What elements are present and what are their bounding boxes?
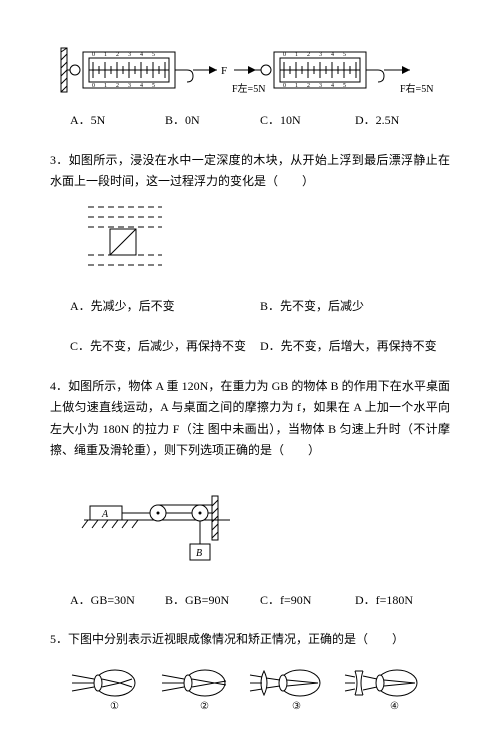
svg-text:0: 0 xyxy=(283,52,286,58)
q2-opt-a: A．5N xyxy=(70,110,165,132)
svg-text:3: 3 xyxy=(319,83,322,89)
svg-text:4: 4 xyxy=(331,83,334,89)
q4-opt-d: D．f=180N xyxy=(355,590,450,612)
force-right-label: F右=5N xyxy=(400,82,433,95)
eye3-num: ③ xyxy=(292,701,301,712)
svg-text:1: 1 xyxy=(295,52,298,58)
svg-text:4: 4 xyxy=(140,52,143,58)
eye2-num: ② xyxy=(200,701,209,712)
q3-opt-b: B．先不变，后减少 xyxy=(260,296,450,318)
svg-text:2: 2 xyxy=(116,83,119,89)
q3-options-row1: A．先减少，后不变 B．先不变，后减少 xyxy=(70,296,450,318)
q5-figure: ① ② ③ xyxy=(70,661,450,716)
svg-text:0: 0 xyxy=(92,52,95,58)
svg-text:5: 5 xyxy=(343,83,346,89)
svg-text:3: 3 xyxy=(319,52,322,58)
q5-stem: 5．下图中分别表示近视眼成像情况和矫正情况，正确的是（ ） xyxy=(50,629,450,651)
svg-text:2: 2 xyxy=(116,52,119,58)
force-left-label: F左=5N xyxy=(232,82,265,95)
q4-opt-b: B．GB=90N xyxy=(165,590,260,612)
q3-opt-a: A．先减少，后不变 xyxy=(70,296,260,318)
svg-text:1: 1 xyxy=(104,83,107,89)
eye1-num: ① xyxy=(110,701,119,712)
q4-figure: A B xyxy=(80,492,450,580)
svg-text:5: 5 xyxy=(152,52,155,58)
q3-opt-d: D．先不变，后增大，再保持不变 xyxy=(260,336,450,358)
svg-text:2: 2 xyxy=(307,52,310,58)
svg-text:1: 1 xyxy=(295,83,298,89)
q4-options: A．GB=30N B．GB=90N C．f=90N D．f=180N xyxy=(70,590,450,612)
q3-opt-c: C．先不变，后减少，再保持不变 xyxy=(70,336,260,358)
svg-text:1: 1 xyxy=(104,52,107,58)
spring-balance-left: 0 1 2 3 4 5 0 1 2 3 4 5 F xyxy=(59,40,229,100)
q3-figure xyxy=(80,199,450,287)
q2-options: A．5N B．0N C．10N D．2.5N xyxy=(70,110,450,132)
block-a-label: A xyxy=(101,509,109,520)
q4-opt-a: A．GB=30N xyxy=(70,590,165,612)
svg-text:5: 5 xyxy=(152,83,155,89)
q2-figure: 0 1 2 3 4 5 0 1 2 3 4 5 F 0 1 2 3 xyxy=(50,40,450,100)
svg-text:3: 3 xyxy=(128,83,131,89)
svg-text:2: 2 xyxy=(307,83,310,89)
q2-opt-b: B．0N xyxy=(165,110,260,132)
eye4-num: ④ xyxy=(390,701,399,712)
svg-text:3: 3 xyxy=(128,52,131,58)
svg-text:4: 4 xyxy=(331,52,334,58)
svg-text:5: 5 xyxy=(343,52,346,58)
q2-opt-c: C．10N xyxy=(260,110,355,132)
block-b-label: B xyxy=(196,548,202,559)
q3-options-row2: C．先不变，后减少，再保持不变 D．先不变，后增大，再保持不变 xyxy=(70,336,450,358)
q3-stem: 3．如图所示，浸没在水中一定深度的木块，从开始上浮到最后漂浮静止在水面上一段时间… xyxy=(50,150,450,193)
force-label-F: F xyxy=(221,65,227,77)
svg-text:0: 0 xyxy=(92,83,95,89)
q4-stem: 4．如图所示，物体 A 重 120N，在重力为 GB 的物体 B 的作用下在水平… xyxy=(50,376,450,462)
spring-balance-right: 0 1 2 3 4 5 0 1 2 3 4 5 F左=5N F右=5N xyxy=(232,40,442,100)
q2-opt-d: D．2.5N xyxy=(355,110,450,132)
svg-text:0: 0 xyxy=(283,83,286,89)
svg-text:4: 4 xyxy=(140,83,143,89)
q4-opt-c: C．f=90N xyxy=(260,590,355,612)
